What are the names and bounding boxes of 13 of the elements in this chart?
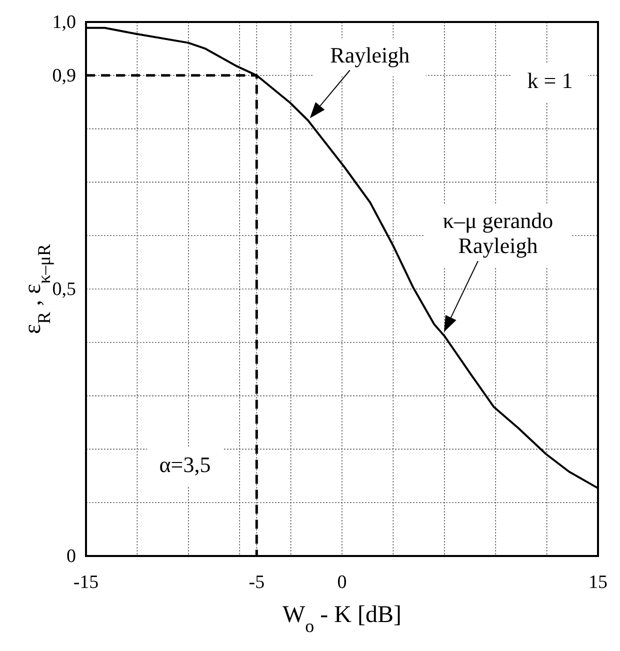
- y-tick-label: 0,5: [52, 279, 76, 300]
- y-tick-label: 0: [66, 546, 76, 567]
- y-tick-label: 0,9: [52, 65, 76, 86]
- x-axis-title: W$_{o}$ - K [dB]: [282, 602, 402, 636]
- x-tick-label: 15: [588, 572, 608, 593]
- x-tick-label: -15: [73, 572, 99, 593]
- annotation: k = 1: [527, 68, 573, 93]
- annotation: α=3,5: [159, 452, 211, 477]
- x-tick-label: -5: [248, 572, 265, 593]
- y-tick-label: 1,0: [52, 12, 76, 33]
- annotation: Rayleigh: [330, 42, 410, 68]
- x-tick-label: 0: [337, 572, 347, 593]
- annotation: κ–μ gerando Rayleigh: [442, 208, 554, 258]
